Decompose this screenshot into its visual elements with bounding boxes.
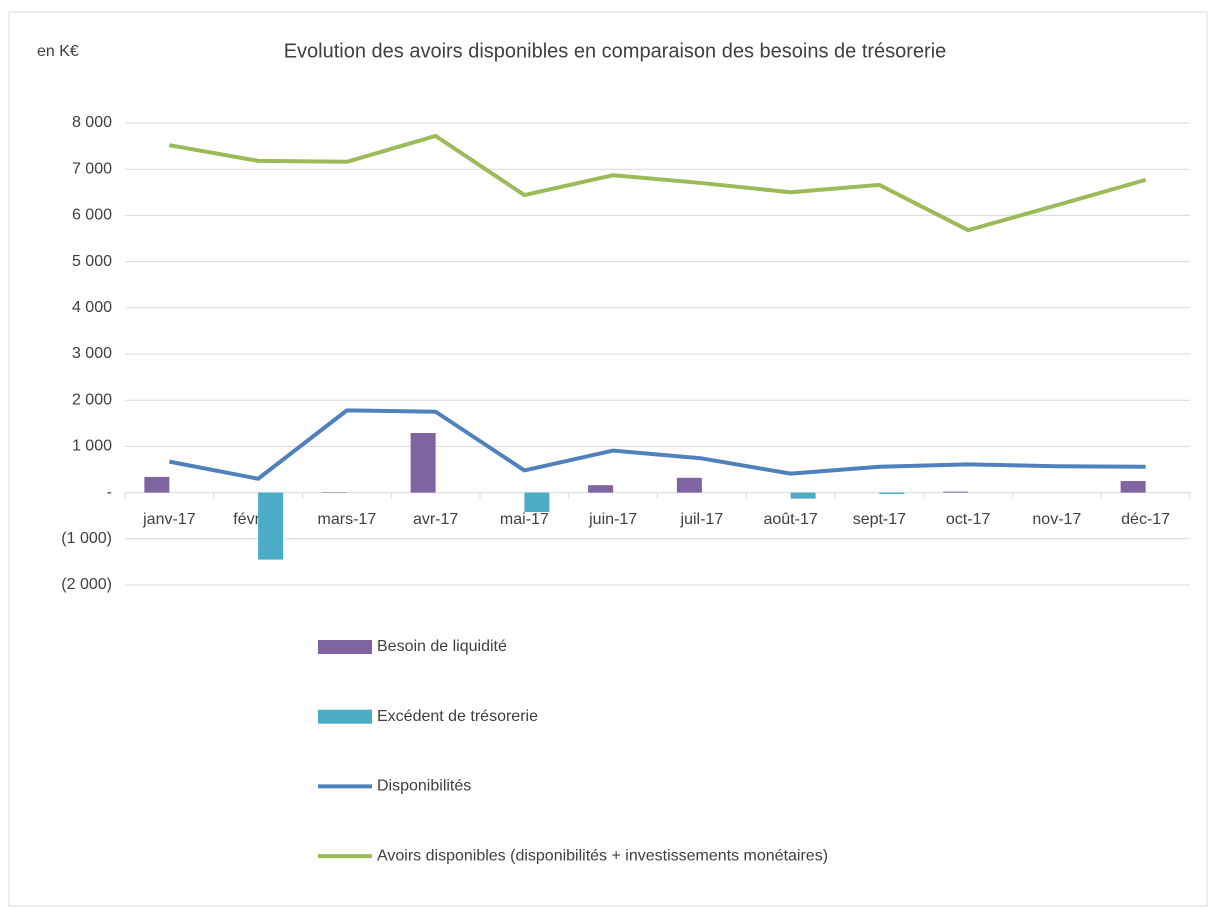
y-tick-label: 6 000 [72, 207, 112, 224]
y-tick-label: (1 000) [61, 530, 112, 547]
x-tick-label: août-17 [763, 511, 817, 528]
bar [524, 492, 550, 513]
x-tick-label: sept-17 [853, 511, 906, 528]
bar [790, 492, 816, 499]
y-tick-label: 2 000 [72, 391, 112, 408]
bar [943, 491, 969, 493]
x-tick-label: juin-17 [588, 511, 637, 528]
x-tick-label: mai-17 [500, 511, 549, 528]
bar [258, 492, 284, 560]
y-tick-label: 3 000 [72, 345, 112, 362]
y-tick-label: 7 000 [72, 160, 112, 177]
bar [676, 477, 702, 493]
bar [144, 476, 170, 493]
chart-title: Evolution des avoirs disponibles en comp… [284, 40, 947, 62]
bar [879, 492, 905, 494]
y-axis-label: en K€ [37, 43, 79, 60]
x-tick-label: avr-17 [413, 511, 458, 528]
bar [1120, 481, 1146, 493]
legend-swatch [318, 640, 372, 654]
y-tick-label: 5 000 [72, 253, 112, 270]
legend-label: Excédent de trésorerie [377, 708, 538, 725]
bar [410, 433, 436, 493]
line-series [168, 408, 1146, 481]
y-tick-label: 4 000 [72, 299, 112, 316]
x-tick-label: janv-17 [142, 511, 196, 528]
x-tick-label: mars-17 [318, 511, 377, 528]
x-tick-label: oct-17 [946, 511, 991, 528]
x-tick-label: juil-17 [680, 511, 724, 528]
bar [588, 485, 614, 493]
legend-label: Avoirs disponibles (disponibilités + inv… [377, 847, 828, 864]
legend-label: Disponibilités [377, 778, 471, 795]
x-tick-label: nov-17 [1032, 511, 1081, 528]
y-tick-label: - [107, 484, 112, 501]
y-tick-label: 1 000 [72, 438, 112, 455]
y-tick-label: (2 000) [61, 576, 112, 593]
line-series [169, 133, 1147, 233]
legend-label: Besoin de liquidité [377, 638, 507, 655]
legend-swatch [318, 709, 372, 724]
y-tick-label: 8 000 [72, 114, 112, 131]
x-tick-label: déc-17 [1121, 511, 1170, 528]
chart-frame [8, 11, 1208, 907]
